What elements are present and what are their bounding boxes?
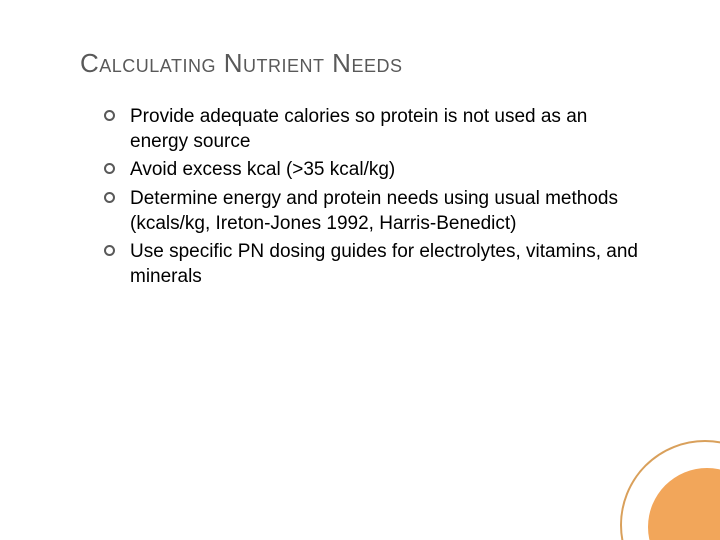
corner-decoration (610, 430, 720, 540)
bullet-icon (104, 163, 115, 174)
list-item: Avoid excess kcal (>35 kcal/kg) (104, 158, 640, 183)
bullet-icon (104, 245, 115, 256)
bullet-icon (104, 110, 115, 121)
bullet-text: Provide adequate calories so protein is … (130, 106, 587, 152)
bullet-list: Provide adequate calories so protein is … (80, 105, 640, 290)
outer-ring-icon (620, 440, 720, 540)
list-item: Provide adequate calories so protein is … (104, 105, 640, 154)
slide: Calculating Nutrient Needs Provide adequ… (0, 0, 720, 540)
list-item: Determine energy and protein needs using… (104, 187, 640, 236)
bullet-text: Determine energy and protein needs using… (130, 188, 618, 234)
slide-title: Calculating Nutrient Needs (80, 48, 640, 79)
bullet-text: Avoid excess kcal (>35 kcal/kg) (130, 159, 395, 180)
list-item: Use specific PN dosing guides for electr… (104, 240, 640, 289)
inner-disc-icon (648, 468, 720, 540)
bullet-icon (104, 192, 115, 203)
bullet-text: Use specific PN dosing guides for electr… (130, 241, 638, 287)
